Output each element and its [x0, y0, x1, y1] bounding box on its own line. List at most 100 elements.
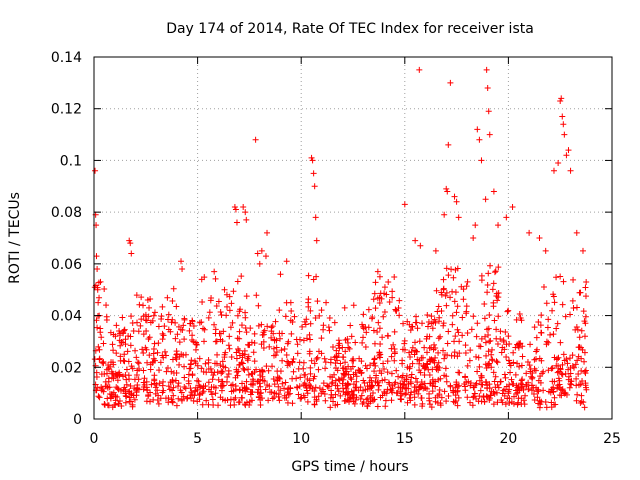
noise-point — [212, 326, 219, 333]
noise-point — [217, 394, 224, 401]
noise-point — [271, 337, 278, 344]
noise-point — [440, 276, 447, 283]
noise-point — [490, 401, 497, 408]
noise-point — [211, 360, 218, 367]
noise-point — [548, 365, 555, 372]
noise-point — [150, 312, 157, 319]
y-tick-label: 0.12 — [51, 102, 82, 118]
noise-point — [393, 367, 400, 374]
noise-point — [197, 383, 204, 390]
noise-point — [377, 341, 384, 348]
data-point — [179, 266, 186, 273]
noise-point — [122, 371, 129, 378]
noise-point — [338, 375, 345, 382]
noise-point — [179, 327, 186, 334]
noise-point — [408, 371, 415, 378]
noise-point — [270, 345, 277, 352]
data-point — [262, 253, 269, 260]
noise-point — [228, 300, 235, 307]
noise-point — [495, 313, 502, 320]
noise-point — [372, 378, 379, 385]
noise-point — [161, 348, 168, 355]
noise-point — [476, 393, 483, 400]
data-point — [341, 304, 348, 311]
data-point — [445, 141, 452, 148]
noise-point — [316, 385, 323, 392]
data-point — [309, 157, 316, 164]
x-tick-label: 25 — [603, 431, 621, 447]
noise-point — [384, 369, 391, 376]
noise-point — [485, 270, 492, 277]
noise-point — [207, 365, 214, 372]
noise-point — [537, 322, 544, 329]
noise-point — [342, 382, 349, 389]
noise-point — [176, 361, 183, 368]
noise-point — [307, 364, 314, 371]
y-tick-labels: 0 0.02 0.04 0.06 0.08 0.1 0.12 0.14 — [51, 50, 82, 428]
noise-point — [482, 339, 489, 346]
noise-point — [205, 379, 212, 386]
data-point — [256, 260, 263, 267]
noise-point — [560, 389, 567, 396]
noise-point — [540, 387, 547, 394]
noise-point — [311, 394, 318, 401]
noise-point — [198, 365, 205, 372]
noise-point — [307, 370, 314, 377]
noise-point — [243, 293, 250, 300]
noise-point — [502, 401, 509, 408]
noise-point — [233, 349, 240, 356]
noise-point — [574, 357, 581, 364]
noise-point — [301, 394, 308, 401]
noise-point — [447, 382, 454, 389]
noise-point — [116, 337, 123, 344]
noise-point — [372, 305, 379, 312]
noise-point — [154, 397, 161, 404]
data-point — [567, 167, 574, 174]
noise-point — [113, 384, 120, 391]
noise-point — [490, 280, 497, 287]
noise-point — [350, 381, 357, 388]
data-point — [97, 325, 104, 332]
noise-point — [429, 388, 436, 395]
noise-point — [362, 386, 369, 393]
noise-point — [366, 379, 373, 386]
noise-point — [114, 385, 121, 392]
noise-point — [192, 360, 199, 367]
noise-point — [535, 319, 542, 326]
noise-point — [165, 383, 172, 390]
noise-point — [567, 370, 574, 377]
data-point — [558, 95, 565, 102]
noise-point — [157, 395, 164, 402]
noise-point — [463, 283, 470, 290]
noise-point — [562, 370, 569, 377]
noise-point — [99, 359, 106, 366]
noise-point — [456, 369, 463, 376]
noise-point — [423, 349, 430, 356]
noise-point — [429, 325, 436, 332]
noise-point — [534, 394, 541, 401]
noise-point — [369, 314, 376, 321]
noise-point — [103, 302, 110, 309]
noise-point — [497, 328, 504, 335]
data-point — [561, 131, 568, 138]
noise-point — [436, 387, 443, 394]
noise-point — [536, 404, 543, 411]
noise-point — [235, 399, 242, 406]
noise-point — [218, 387, 225, 394]
noise-point — [154, 387, 161, 394]
noise-point — [380, 365, 387, 372]
noise-point — [581, 318, 588, 325]
noise-point — [576, 289, 583, 296]
data-point — [243, 216, 250, 223]
noise-point — [133, 392, 140, 399]
data-point — [374, 268, 381, 275]
noise-point — [211, 321, 218, 328]
data-point — [536, 235, 543, 241]
noise-point — [312, 384, 319, 391]
noise-point — [493, 358, 500, 365]
noise-point — [578, 392, 585, 399]
noise-point — [119, 314, 126, 321]
noise-point — [467, 347, 474, 354]
noise-point — [440, 322, 447, 329]
noise-point — [518, 362, 525, 369]
